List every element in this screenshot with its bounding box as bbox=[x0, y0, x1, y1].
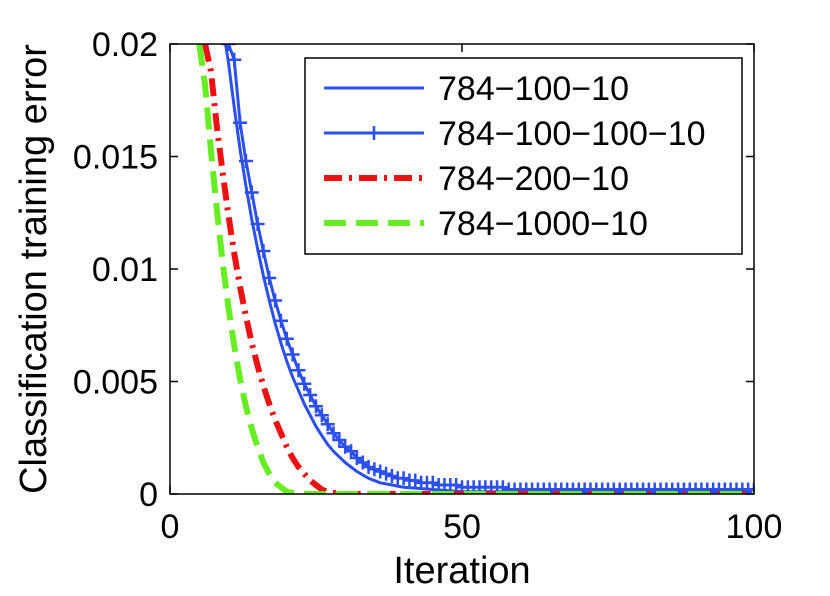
series-784-100-100-10 bbox=[221, 44, 754, 494]
data-point bbox=[285, 347, 300, 362]
legend: 784−100−10 784−100−100−10 784−200−10 784−10… bbox=[304, 57, 743, 255]
series-layer bbox=[196, 44, 754, 494]
data-point bbox=[297, 376, 312, 391]
legend-entry: 784−200−10 bbox=[324, 160, 629, 198]
data-point bbox=[256, 244, 271, 258]
y-tick-label: 0.02 bbox=[92, 26, 158, 64]
data-point bbox=[309, 399, 323, 414]
x-axis-label: Iteration bbox=[393, 550, 530, 592]
data-point bbox=[233, 115, 248, 130]
legend-entry: 784−100−10 bbox=[324, 70, 629, 108]
data-point bbox=[250, 217, 265, 231]
data-point bbox=[244, 185, 259, 200]
y-tick-label: 0.01 bbox=[92, 251, 158, 289]
x-tick-label: 50 bbox=[443, 508, 481, 546]
legend-entry: 784−1000−10 bbox=[324, 205, 648, 243]
y-tick-label: 0.005 bbox=[73, 364, 158, 402]
x-tick-label: 0 bbox=[161, 508, 180, 546]
data-point bbox=[268, 293, 283, 308]
legend-label: 784−100−10 bbox=[438, 70, 629, 108]
y-axis-ticks: 0 0.005 0.01 0.015 0.02 bbox=[73, 26, 754, 514]
y-tick-label: 0.015 bbox=[73, 139, 158, 177]
series-784-200-10 bbox=[202, 44, 754, 494]
legend-label: 784−200−10 bbox=[438, 160, 629, 198]
data-point bbox=[273, 313, 288, 328]
y-tick-label: 0 bbox=[139, 476, 158, 514]
data-point bbox=[238, 154, 253, 168]
data-point bbox=[747, 482, 754, 494]
data-point bbox=[221, 44, 236, 51]
data-point bbox=[227, 52, 242, 67]
data-point bbox=[279, 331, 294, 346]
y-axis-label: Classification training error bbox=[13, 44, 55, 494]
legend-marker bbox=[367, 126, 381, 140]
data-point bbox=[291, 363, 306, 378]
legend-entry: 784−100−100−10 bbox=[324, 115, 706, 153]
series-line bbox=[202, 44, 754, 494]
plot-frame bbox=[169, 43, 755, 495]
series-784-1000-10 bbox=[196, 44, 754, 494]
data-point bbox=[262, 271, 277, 285]
x-tick-label: 100 bbox=[726, 508, 783, 546]
data-point bbox=[303, 388, 318, 402]
series-line bbox=[196, 44, 754, 494]
legend-label: 784−1000−10 bbox=[438, 205, 648, 243]
data-point bbox=[320, 417, 335, 432]
legend-label: 784−100−100−10 bbox=[438, 115, 706, 153]
data-point bbox=[314, 408, 329, 423]
